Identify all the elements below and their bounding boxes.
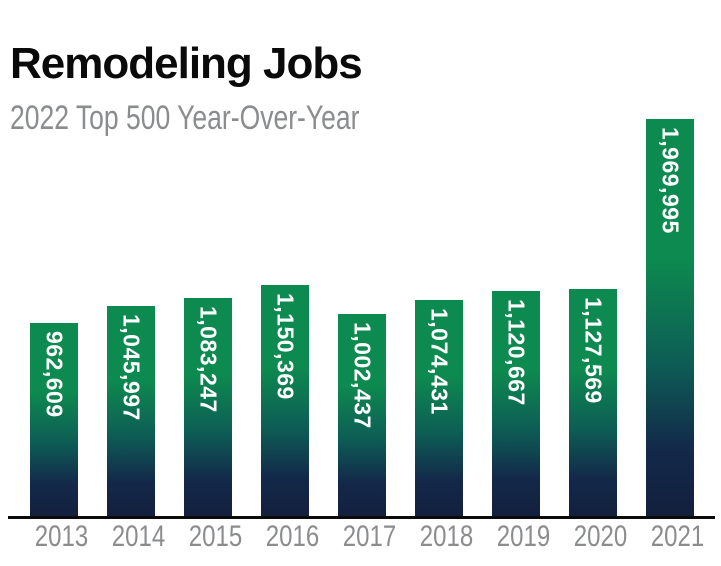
x-axis-label-2018: 2018 bbox=[419, 520, 474, 553]
bar-value-label: 1,083,247 bbox=[195, 306, 222, 413]
bar-value-label: 1,120,667 bbox=[503, 299, 530, 406]
x-axis-label-2014: 2014 bbox=[111, 520, 166, 553]
bar-2021: 1,969,995 bbox=[646, 119, 694, 517]
bar-value-label: 1,150,369 bbox=[272, 293, 299, 400]
x-axis-label-2013: 2013 bbox=[34, 520, 89, 553]
bar-2019: 1,120,667 bbox=[492, 291, 540, 517]
x-axis-label-2020: 2020 bbox=[573, 520, 628, 553]
x-axis-labels: 2013 2014 2015 2016 2017 2018 2019 2020 2021 bbox=[30, 520, 705, 553]
bar-value-label: 1,002,437 bbox=[349, 322, 376, 429]
bar-value-label: 1,074,431 bbox=[426, 308, 453, 415]
x-axis-label-2016: 2016 bbox=[265, 520, 320, 553]
bar-value-label: 1,127,569 bbox=[580, 297, 607, 404]
bar-2017: 1,002,437 bbox=[338, 314, 386, 517]
bar-value-label: 962,609 bbox=[41, 331, 68, 418]
bar-chart: 962,609 1,045,997 1,083,247 1,150,369 1,002,… bbox=[30, 119, 694, 517]
bar-2018: 1,074,431 bbox=[415, 300, 463, 517]
x-axis-label-2021: 2021 bbox=[650, 520, 705, 553]
bar-value-label: 1,045,997 bbox=[118, 314, 145, 421]
page-subtitle: 2022 Top 500 Year-Over-Year bbox=[10, 99, 360, 138]
x-axis-line bbox=[8, 516, 715, 519]
x-axis-label-2015: 2015 bbox=[188, 520, 243, 553]
bar-2016: 1,150,369 bbox=[261, 285, 309, 517]
page-title: Remodeling Jobs bbox=[10, 39, 363, 89]
bar-2014: 1,045,997 bbox=[107, 306, 155, 517]
bar-2013: 962,609 bbox=[30, 323, 78, 517]
x-axis-label-2019: 2019 bbox=[496, 520, 551, 553]
bar-value-label: 1,969,995 bbox=[657, 127, 684, 234]
x-axis-label-2017: 2017 bbox=[342, 520, 397, 553]
bar-2015: 1,083,247 bbox=[184, 298, 232, 517]
bar-2020: 1,127,569 bbox=[569, 289, 617, 517]
